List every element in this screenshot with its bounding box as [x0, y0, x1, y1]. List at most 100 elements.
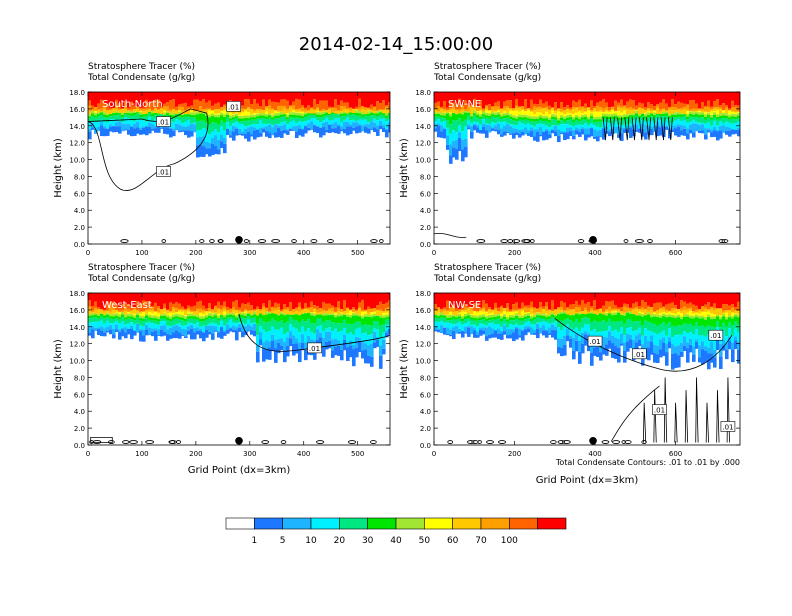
y-tick-label: 14.0 [69, 324, 85, 332]
colorbar-swatch [283, 518, 311, 529]
y-tick-label: 16.0 [69, 106, 85, 114]
location-marker [235, 437, 243, 445]
contour-line [210, 240, 215, 243]
tracer-cell [578, 352, 582, 364]
colorbar-label: 5 [280, 536, 286, 546]
y-tick-label: 0.0 [74, 241, 85, 249]
contour-line [219, 240, 223, 243]
tracer-cell [184, 336, 188, 338]
contour-line [262, 441, 269, 444]
panel-name: SW-NE [448, 99, 481, 110]
colorbar-label: 10 [305, 536, 317, 546]
contour-line [643, 403, 645, 443]
y-tick-label: 10.0 [415, 358, 431, 366]
tracer-cell [340, 350, 344, 360]
tracer-field: .01 .01 .01 .01 .01 [434, 293, 741, 444]
x-tick-label: 500 [351, 249, 364, 257]
contour-label-text: .01 [722, 423, 733, 431]
y-tick-label: 0.0 [420, 442, 431, 450]
tracer-cell [211, 334, 215, 340]
colorbar-label: 50 [419, 536, 431, 546]
tracer-cell [298, 349, 302, 362]
colorbar-swatch [453, 518, 481, 529]
x-tick-label: 300 [243, 249, 256, 257]
contour-line [654, 390, 656, 442]
contour-value-label: .01 [632, 349, 646, 359]
y-tick-label: 2.0 [420, 425, 431, 433]
contour-label-text: .01 [634, 351, 645, 359]
contour-line [348, 441, 355, 444]
y-tick-label: 10.0 [69, 358, 85, 366]
y-tick-label: 10.0 [415, 157, 431, 165]
x-tick-label: 500 [351, 450, 364, 458]
contour-line [327, 240, 333, 243]
x-tick-label: 0 [86, 249, 90, 257]
contour-line [292, 240, 297, 243]
y-tick-label: 16.0 [415, 106, 431, 114]
y-tick-label: 14.0 [415, 324, 431, 332]
colorbar-label: 100 [501, 536, 518, 546]
tracer-cell [548, 135, 552, 139]
tracer-cell [223, 144, 227, 153]
x-tick-label: 0 [432, 450, 436, 458]
panel-header-tracer: Stratosphere Tracer (%) [434, 263, 541, 273]
contour-line [200, 240, 204, 243]
contour-value-label: .01 [157, 166, 171, 176]
tracer-cell [563, 345, 567, 356]
panel-name: NW-SE [448, 300, 481, 311]
colorbar-label: 30 [362, 536, 374, 546]
tracer-cell [223, 138, 227, 144]
y-tick-label: 8.0 [74, 374, 85, 382]
colorbar-label: 40 [390, 536, 402, 546]
colorbar-swatch [396, 518, 424, 529]
contour-line [685, 390, 687, 442]
contour-line [316, 441, 323, 444]
y-tick-label: 18.0 [415, 89, 431, 97]
tracer-cell [572, 351, 576, 360]
contour-line [272, 240, 280, 243]
panel-header-condensate: Total Condensate (g/kg) [87, 274, 195, 284]
contour-value-label: .01 [709, 330, 723, 340]
tracer-cell [731, 349, 735, 362]
y-tick-label: 18.0 [415, 290, 431, 298]
colorbar-swatch [538, 518, 566, 529]
tracer-cell [142, 336, 146, 342]
y-tick-label: 14.0 [415, 123, 431, 131]
contour-label-text: .01 [654, 407, 665, 415]
colorbar-label: 60 [447, 536, 459, 546]
contour-line [602, 441, 609, 444]
tracer-cell [704, 135, 708, 140]
y-tick-label: 8.0 [420, 173, 431, 181]
tracer-cell [470, 132, 474, 139]
contour-line [578, 240, 584, 243]
contour-line [281, 441, 286, 444]
y-tick-label: 4.0 [74, 408, 85, 416]
x-axis-label: Grid Point (dx=3km) [536, 475, 639, 486]
colorbar-swatch [424, 518, 452, 529]
colorbar-swatch [339, 518, 367, 529]
y-tick-label: 2.0 [74, 224, 85, 232]
contour-line [434, 233, 466, 237]
tracer-cell [256, 352, 260, 363]
contour-line [727, 377, 729, 442]
x-tick-label: 200 [508, 450, 521, 458]
contour-label-text: .01 [589, 338, 600, 346]
contour-line [121, 240, 129, 243]
contour-line [562, 441, 570, 444]
x-tick-label: 200 [508, 249, 521, 257]
tracer-cell [217, 149, 221, 154]
tracer-cell [379, 356, 383, 369]
x-tick-label: 400 [588, 249, 601, 257]
contour-line [122, 441, 129, 444]
contour-line [624, 240, 628, 243]
tracer-cell [313, 353, 317, 360]
y-tick-label: 4.0 [420, 207, 431, 215]
y-tick-label: 12.0 [415, 341, 431, 349]
contour-line [370, 441, 376, 444]
y-tick-label: 12.0 [69, 140, 85, 148]
colorbar-swatch [254, 518, 282, 529]
y-tick-label: 0.0 [420, 241, 431, 249]
contour-line [448, 441, 453, 444]
